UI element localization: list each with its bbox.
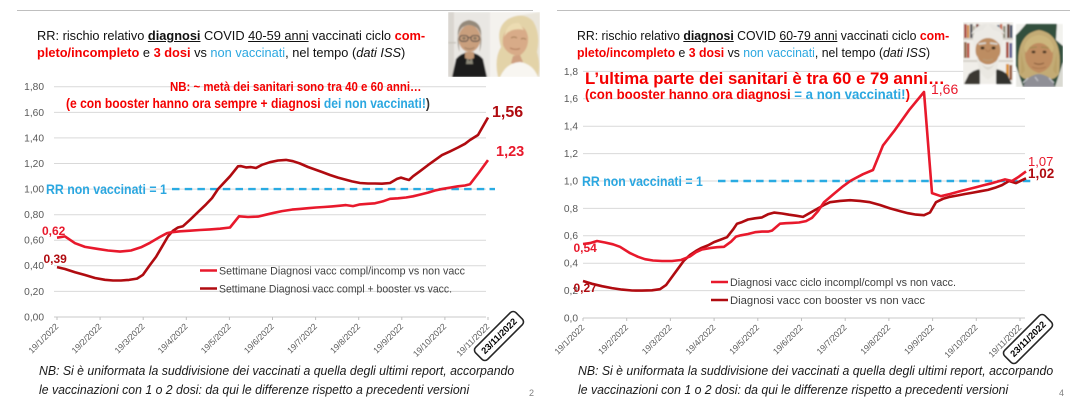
svg-text:1,6: 1,6 xyxy=(564,94,578,105)
svg-text:1,4: 1,4 xyxy=(564,122,578,133)
svg-text:1,20: 1,20 xyxy=(24,159,44,170)
svg-text:1,2: 1,2 xyxy=(564,149,578,160)
svg-text:0,40: 0,40 xyxy=(24,261,44,272)
svg-text:1,8: 1,8 xyxy=(564,67,578,78)
svg-text:Diagnosi vacc ciclo incompl/co: Diagnosi vacc ciclo incompl/compl vs non… xyxy=(730,277,956,289)
svg-text:Settimane Diagnosi vacc compl: Settimane Diagnosi vacc compl + booster … xyxy=(219,283,452,295)
svg-text:0,6: 0,6 xyxy=(564,231,578,242)
svg-text:0,80: 0,80 xyxy=(24,210,44,221)
svg-text:0,20: 0,20 xyxy=(24,287,44,298)
svg-text:0,8: 0,8 xyxy=(564,204,578,215)
svg-text:0,60: 0,60 xyxy=(24,236,44,247)
svg-text:0,4: 0,4 xyxy=(564,259,578,270)
svg-text:1,00: 1,00 xyxy=(24,185,44,196)
svg-text:1,80: 1,80 xyxy=(24,82,44,93)
svg-text:0,2: 0,2 xyxy=(564,286,578,297)
svg-text:1,0: 1,0 xyxy=(564,176,578,187)
svg-text:Settimane Diagnosi vacc compl: Settimane Diagnosi vacc compl/incomp vs … xyxy=(219,265,465,277)
svg-text:Diagnosi vacc con booster vs n: Diagnosi vacc con booster vs non vacc xyxy=(730,295,926,307)
svg-text:1,60: 1,60 xyxy=(24,108,44,119)
svg-text:0,00: 0,00 xyxy=(24,312,44,323)
svg-text:0,0: 0,0 xyxy=(564,313,578,324)
svg-text:1,40: 1,40 xyxy=(24,133,44,144)
